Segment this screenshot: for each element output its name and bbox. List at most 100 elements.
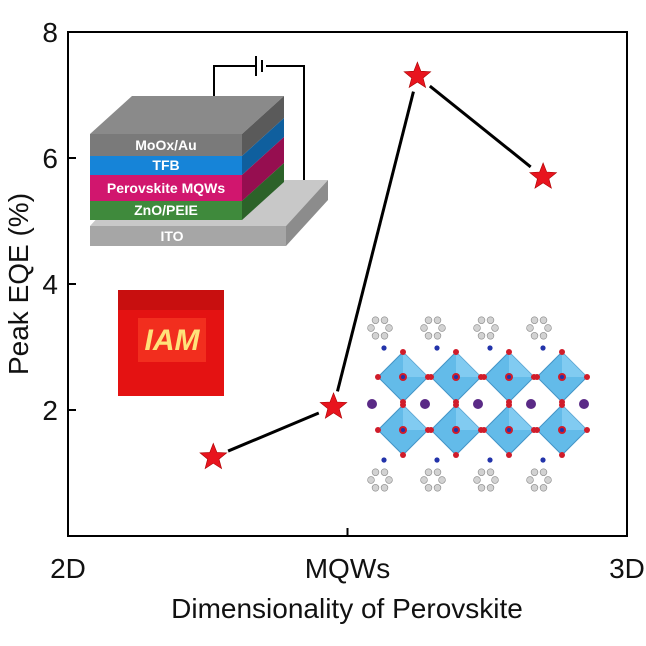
- carbon-atom: [424, 316, 433, 324]
- layer-zno: [90, 201, 242, 220]
- halide-atom: [559, 452, 565, 458]
- carbon-atom: [477, 468, 486, 476]
- carbon-atom: [380, 332, 389, 340]
- halide-atom: [481, 427, 487, 433]
- layer-tfb: [90, 156, 242, 175]
- metal-atom: [401, 428, 405, 432]
- octahedron-facet: [509, 405, 534, 430]
- carbon-atom: [530, 316, 539, 324]
- nitrogen-atom: [540, 457, 546, 463]
- metal-atom: [454, 375, 458, 379]
- carbon-atom: [486, 316, 495, 324]
- y-tick-label: 2: [42, 395, 58, 426]
- cation-atom: [367, 399, 377, 409]
- carbon-atom: [477, 484, 486, 492]
- carbon-atom: [530, 484, 539, 492]
- series-segment: [227, 411, 320, 453]
- carbon-atom: [433, 332, 442, 340]
- carbon-atom: [486, 332, 495, 340]
- carbon-atom: [544, 476, 552, 484]
- carbon-atom: [380, 316, 389, 324]
- metal-atom: [560, 375, 564, 379]
- halide-atom: [534, 374, 540, 380]
- stack-side-moox: [242, 96, 284, 156]
- data-point-star: [403, 61, 432, 89]
- carbon-atom: [530, 468, 539, 476]
- carbon-atom: [539, 332, 548, 340]
- octahedron-facet: [456, 405, 481, 430]
- halide-atom: [400, 349, 406, 355]
- carbon-atom: [371, 332, 380, 340]
- cation-atom: [420, 399, 430, 409]
- carbon-atom: [420, 476, 428, 484]
- x-axis-title: Dimensionality of Perovskite: [171, 593, 523, 624]
- halide-atom: [428, 427, 434, 433]
- y-axis-title: Peak EQE (%): [3, 193, 34, 375]
- device-stack-inset: MoOx/Au TFB Perovskite MQWs ZnO/PEIE ITO: [90, 56, 328, 246]
- octahedron-facet: [403, 352, 428, 377]
- halide-atom: [400, 452, 406, 458]
- cation-atom: [579, 399, 589, 409]
- halide-atom: [400, 402, 406, 408]
- x-tick-label: MQWs: [305, 553, 391, 584]
- carbon-atom: [486, 468, 495, 476]
- series-markers: [199, 61, 558, 470]
- octahedron-facet: [403, 405, 428, 430]
- metal-atom: [401, 375, 405, 379]
- carbon-atom: [424, 332, 433, 340]
- octahedron-facet: [562, 405, 587, 430]
- carbon-atom: [385, 324, 393, 332]
- carbon-atom: [486, 484, 495, 492]
- data-point-star: [529, 162, 558, 189]
- layer-label-perovskite: Perovskite MQWs: [107, 180, 225, 196]
- halide-atom: [453, 349, 459, 355]
- layer-label-ito: ITO: [160, 228, 183, 244]
- carbon-atom: [380, 468, 389, 476]
- carbon-atom: [526, 476, 534, 484]
- octahedron-facet: [456, 352, 481, 377]
- halide-atom: [453, 402, 459, 408]
- halide-atom: [375, 374, 381, 380]
- carbon-atom: [433, 316, 442, 324]
- device-photo-text: IAM: [145, 324, 201, 357]
- carbon-atom: [477, 332, 486, 340]
- metal-atom: [454, 428, 458, 432]
- halide-atom: [506, 452, 512, 458]
- carbon-atom: [367, 324, 375, 332]
- layer-label-zno: ZnO/PEIE: [134, 202, 198, 218]
- x-tick-label: 2D: [50, 553, 86, 584]
- nitrogen-atom: [381, 345, 387, 351]
- layer-perovskite: [90, 175, 242, 201]
- octahedron-facet: [509, 352, 534, 377]
- device-photo-shade: [118, 290, 224, 310]
- series-line: [227, 84, 532, 453]
- carbon-atom: [477, 316, 486, 324]
- carbon-atom: [539, 484, 548, 492]
- stack-upper: [90, 96, 284, 220]
- carbon-atom: [438, 476, 446, 484]
- x-tick-label: 3D: [609, 553, 645, 584]
- carbon-atom: [539, 468, 548, 476]
- layer-moox: [90, 134, 242, 156]
- carbon-atom: [530, 332, 539, 340]
- device-photo-inset: IAM: [118, 290, 224, 396]
- halide-atom: [559, 349, 565, 355]
- stack-side-perovskite: [242, 137, 284, 201]
- carbon-atom: [433, 484, 442, 492]
- carbon-atom: [371, 484, 380, 492]
- data-point-star: [199, 442, 228, 470]
- x-axis: 2D MQWs 3D: [50, 528, 645, 584]
- nitrogen-atom: [434, 345, 440, 351]
- ito-front-face: [90, 226, 286, 246]
- device-photo-highlight: [138, 318, 206, 362]
- carbon-atom: [420, 324, 428, 332]
- halide-atom: [453, 452, 459, 458]
- carbon-atom: [371, 468, 380, 476]
- carbon-atom: [491, 476, 499, 484]
- metal-atom: [507, 428, 511, 432]
- halide-atom: [428, 374, 434, 380]
- stack-side-tfb: [242, 118, 284, 175]
- ito-side-face: [286, 180, 328, 246]
- y-tick-label: 6: [42, 143, 58, 174]
- crystal-structure-inset: [367, 316, 590, 492]
